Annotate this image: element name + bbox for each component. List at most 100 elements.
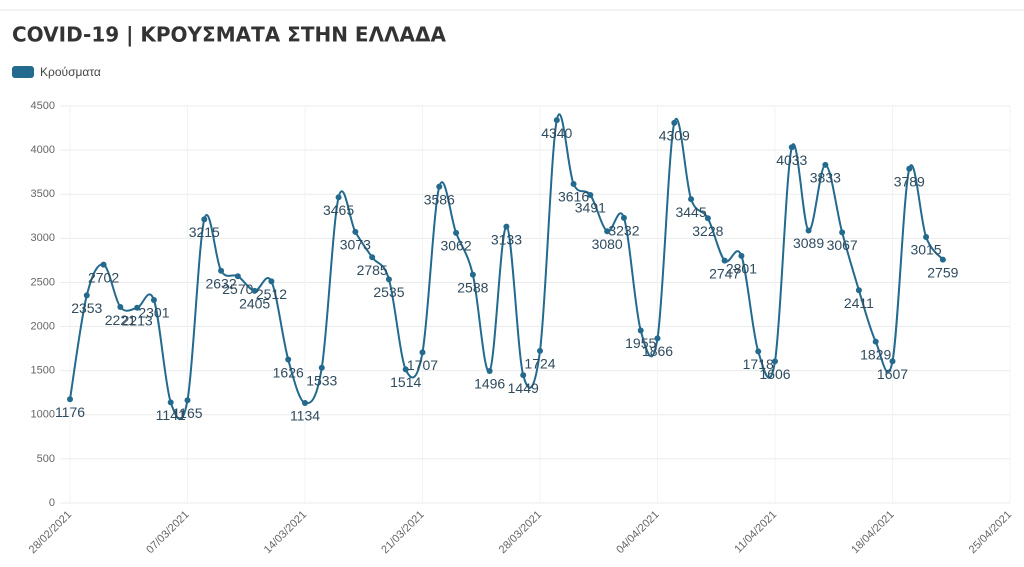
data-label: 3080 — [592, 236, 623, 252]
point — [755, 348, 762, 355]
data-label: 1718 — [743, 356, 774, 372]
y-tick-label: 1000 — [31, 409, 55, 421]
y-tick-label: 3000 — [31, 232, 55, 244]
point — [872, 338, 879, 345]
point — [671, 119, 678, 126]
data-label: 3616 — [558, 189, 589, 205]
point — [772, 358, 778, 365]
data-label: 4309 — [659, 128, 690, 144]
point — [83, 292, 90, 299]
data-label: 2747 — [709, 265, 740, 281]
point — [100, 261, 107, 268]
data-label: 3232 — [608, 223, 639, 239]
point — [688, 196, 695, 203]
y-tick-label: 2500 — [31, 276, 55, 288]
point — [285, 356, 292, 363]
data-label: 3445 — [675, 204, 706, 220]
data-label: 2353 — [71, 300, 102, 316]
x-tick-label: 21/03/2021 — [379, 509, 426, 556]
data-label: 1496 — [474, 376, 505, 392]
data-label: 3833 — [810, 170, 841, 186]
data-label: 1176 — [55, 404, 85, 420]
point — [587, 192, 594, 199]
point — [553, 117, 560, 124]
data-label: 2221 — [105, 312, 136, 328]
data-label: 3133 — [491, 231, 522, 247]
point — [839, 229, 846, 236]
y-tick-label: 3500 — [31, 188, 55, 200]
point — [335, 194, 342, 201]
point — [436, 183, 443, 190]
point — [486, 368, 493, 375]
legend-label: Κρούσματα — [40, 65, 101, 79]
y-tick-label: 4500 — [31, 100, 55, 112]
point — [117, 304, 124, 311]
point — [134, 304, 141, 311]
data-label: 3089 — [793, 235, 824, 251]
point — [369, 254, 376, 261]
data-label: 2801 — [726, 261, 757, 277]
y-tick-label: 0 — [49, 497, 55, 509]
data-label: 1449 — [508, 380, 539, 396]
data-label: 3586 — [424, 191, 455, 207]
point — [537, 347, 543, 354]
data-label: 3465 — [323, 202, 354, 218]
data-label: 2785 — [357, 262, 388, 278]
data-label: 3062 — [440, 238, 471, 254]
data-label: 1533 — [306, 372, 337, 388]
data-label: 2759 — [927, 264, 958, 280]
point — [201, 216, 208, 223]
data-label: 3789 — [894, 173, 925, 189]
point — [604, 228, 611, 235]
point — [503, 223, 510, 230]
y-tick-label: 500 — [37, 453, 55, 465]
data-label: 1165 — [172, 405, 202, 421]
data-label: 1626 — [273, 364, 304, 380]
point — [620, 214, 627, 221]
point — [822, 161, 829, 168]
point — [184, 397, 191, 404]
chart-title: COVID-19 | ΚΡΟΥΣΜΑΤΑ ΣΤΗΝ ΕΛΛΑΔΑ — [12, 23, 446, 47]
data-label: 3491 — [575, 200, 606, 216]
data-label: 1607 — [877, 366, 908, 382]
point — [788, 144, 795, 151]
data-label: 2512 — [256, 286, 287, 302]
x-tick-label: 28/03/2021 — [497, 509, 544, 556]
data-label: 2535 — [373, 284, 404, 300]
data-label: 2702 — [88, 269, 119, 285]
data-label: 2570 — [222, 281, 253, 297]
point — [251, 287, 258, 294]
data-label: 1866 — [642, 343, 673, 359]
data-label: 1724 — [524, 356, 555, 372]
point — [67, 396, 73, 403]
point — [218, 267, 225, 274]
point — [469, 271, 476, 278]
point — [419, 349, 426, 356]
point — [167, 399, 174, 406]
x-tick-label: 07/03/2021 — [144, 509, 191, 556]
point — [654, 335, 661, 342]
x-tick-label: 18/04/2021 — [849, 509, 896, 556]
data-label: 1955 — [625, 335, 656, 351]
y-tick-label: 4000 — [31, 144, 55, 156]
point — [302, 399, 308, 406]
data-label: 1606 — [759, 366, 790, 382]
data-label: 2213 — [122, 312, 153, 328]
data-label: 2588 — [457, 279, 488, 295]
point — [268, 278, 275, 285]
data-label: 1707 — [407, 357, 438, 373]
point — [570, 180, 577, 187]
point — [721, 257, 728, 264]
data-label: 4033 — [776, 152, 807, 168]
x-tick-label: 14/03/2021 — [262, 509, 309, 556]
point — [402, 366, 409, 373]
data-label: 1134 — [290, 408, 320, 424]
point — [704, 215, 711, 222]
data-label: 1514 — [390, 374, 421, 390]
data-label: 3073 — [340, 237, 371, 253]
data-label: 2405 — [239, 296, 270, 312]
y-tick-label: 1500 — [31, 365, 55, 377]
point — [234, 273, 241, 280]
point — [805, 227, 812, 234]
